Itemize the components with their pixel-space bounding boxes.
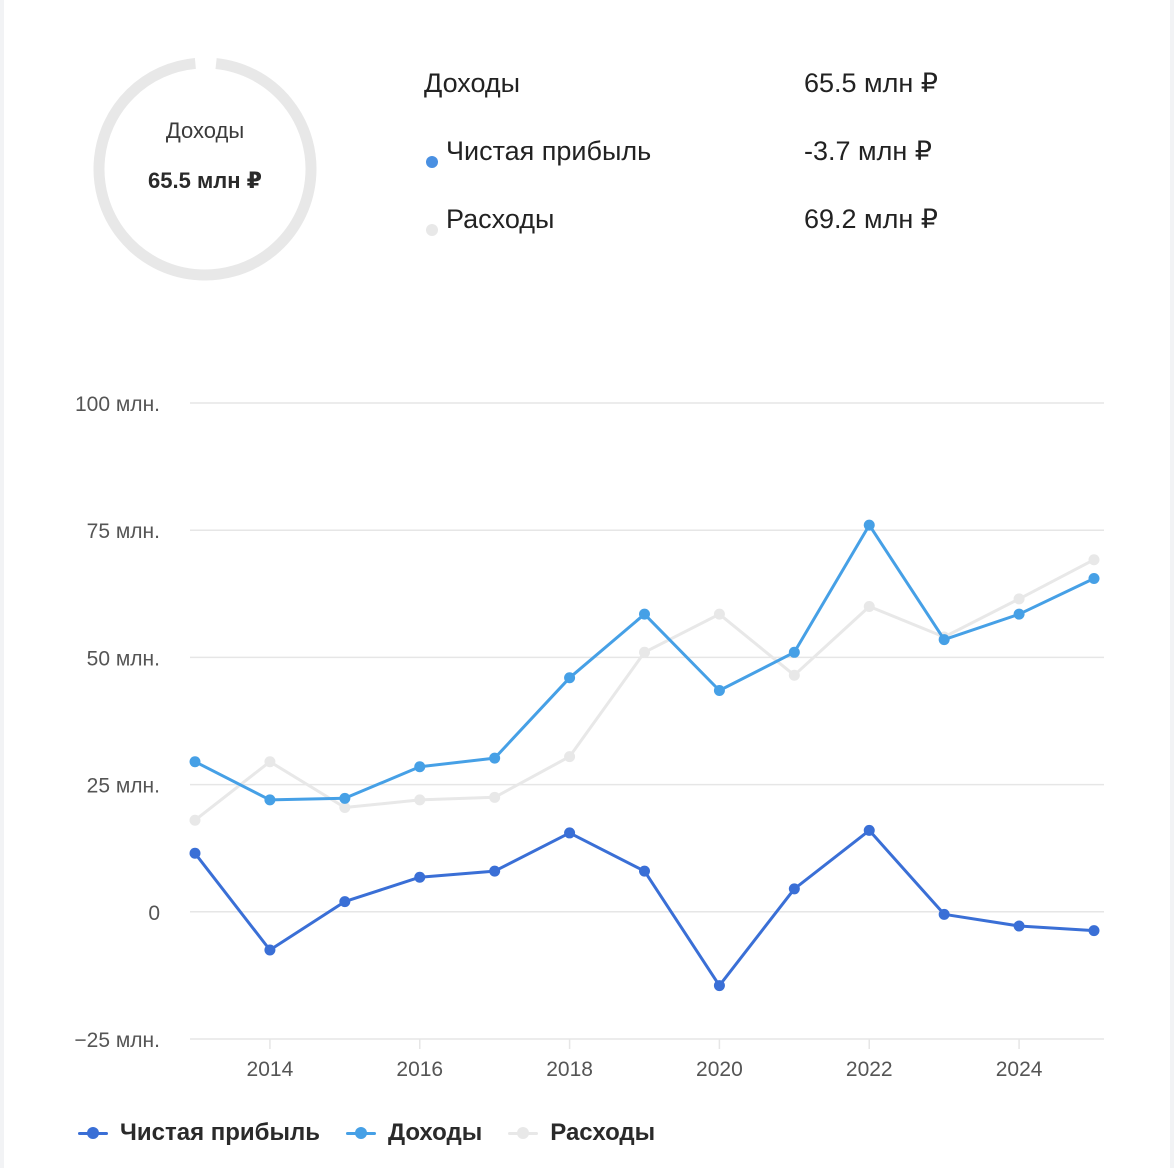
y-tick-label: 100 млн. [75,393,160,416]
chart-legend: Чистая прибыль Доходы Расходы [78,1116,681,1150]
y-tick-label: 50 млн. [87,647,160,670]
legend-label-expenses: Расходы [550,1119,656,1146]
data-point-expenses [788,669,800,681]
data-point-profit [1013,920,1025,932]
data-point-profit [489,865,501,877]
data-point-expenses [564,751,576,763]
data-point-expenses [1013,593,1025,605]
data-point-income [713,684,725,696]
x-tick-label: 2016 [396,1058,443,1081]
data-point-expenses [339,801,351,813]
summary-value-profit: -3.7 млн ₽ [804,136,932,166]
donut-ring [93,57,317,281]
summary-label-profit: Чистая прибыль [446,136,652,166]
data-point-profit [1088,925,1100,937]
data-point-income [1088,573,1100,585]
data-point-income [414,761,426,773]
data-point-profit [189,847,201,859]
data-point-profit [414,871,426,883]
y-tick-label: 25 млн. [87,775,160,798]
data-point-expenses [189,814,201,826]
data-point-income [264,794,276,806]
line-chart: −25 млн. 0 25 млн. 50 млн. 75 млн. 100 млн. 20… [74,393,1104,1081]
data-point-income [1013,608,1025,620]
x-tick-label: 2020 [696,1058,743,1081]
data-point-profit [264,944,276,956]
legend-item-profit[interactable]: Чистая прибыль [78,1119,320,1147]
data-point-expenses [264,756,276,768]
data-point-profit [639,865,650,877]
data-point-profit [938,908,950,920]
summary-list: Доходы 65.5 млн ₽ Чистая прибыль -3.7 мл… [424,62,1064,266]
data-point-expenses [713,608,725,620]
series-line-expenses [193,558,1096,822]
data-point-income [639,608,650,620]
x-tick-label: 2018 [546,1058,593,1081]
right-border [1170,0,1174,1168]
summary-label-expenses: Расходы [446,204,555,234]
summary-row-income: Доходы 65.5 млн ₽ [424,62,1064,130]
data-point-income [564,672,576,684]
data-point-income [863,519,875,531]
summary-label-income: Доходы [424,68,521,98]
y-tick-label: −25 млн. [74,1029,160,1052]
data-point-income [788,646,800,658]
donut-label: Доходы [165,118,245,143]
x-tick-label: 2022 [846,1058,893,1081]
series-line-profit [193,828,1096,988]
legend-label-profit: Чистая прибыль [120,1119,320,1146]
y-tick-label: 75 млн. [87,520,160,543]
donut-value: 65.5 млн ₽ [148,168,262,193]
expenses-dot-icon [426,224,438,236]
data-point-income [189,756,201,768]
y-tick-label: 0 [148,902,160,925]
legend-profit-marker-icon [78,1126,108,1140]
data-point-income [489,752,501,764]
x-tick-label: 2014 [247,1058,294,1081]
data-point-profit [863,824,875,836]
data-point-income [339,792,351,804]
summary-row-expenses: Расходы 69.2 млн ₽ [424,198,1064,266]
legend-item-income[interactable]: Доходы [345,1119,483,1147]
data-point-profit [713,980,725,992]
left-border [0,0,4,1168]
legend-item-expenses[interactable]: Расходы [508,1119,655,1147]
data-point-expenses [489,791,501,803]
data-point-profit [564,827,576,839]
series-line-income [193,523,1096,802]
income-donut: Доходы 65.5 млн ₽ [88,52,322,286]
x-tick-label: 2024 [996,1058,1043,1081]
data-point-income [938,634,950,646]
legend-expenses-marker-icon [508,1126,539,1140]
legend-income-marker-icon [345,1126,376,1140]
data-point-expenses [639,646,650,658]
data-point-expenses [414,794,426,806]
summary-row-profit: Чистая прибыль -3.7 млн ₽ [424,130,1064,198]
legend-label-income: Доходы [387,1119,483,1146]
data-point-profit [788,883,800,895]
data-point-expenses [1088,554,1100,566]
summary-value-income: 65.5 млн ₽ [804,68,938,98]
summary-value-expenses: 69.2 млн ₽ [804,204,938,234]
data-point-profit [339,896,351,908]
data-point-expenses [863,601,875,613]
profit-dot-icon [426,156,438,168]
